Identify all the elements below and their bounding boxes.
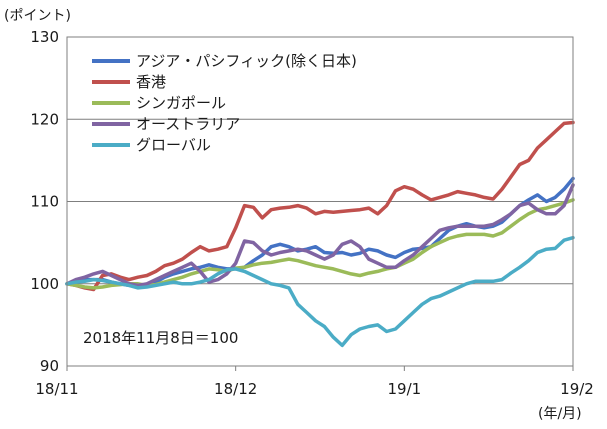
y-tick-label: 110 bbox=[30, 193, 59, 211]
x-tick-label: 18/12 bbox=[214, 380, 257, 398]
series-line-5 bbox=[65, 235, 575, 348]
x-tick-label: 19/2 bbox=[560, 380, 594, 398]
series-line-2 bbox=[65, 120, 575, 292]
legend-label-4: オーストラリア bbox=[136, 115, 240, 133]
legend-label-1: アジア・パシフィック(除く日本) bbox=[136, 52, 357, 70]
series-line-4 bbox=[65, 183, 575, 288]
x-tick-label: 19/1 bbox=[387, 380, 421, 398]
series-lines bbox=[65, 120, 575, 348]
y-tick-label: 100 bbox=[30, 275, 59, 293]
y-tick-label: 90 bbox=[40, 357, 59, 375]
axes: 90 100 110 120 130 18/11 18/12 19/1 19/2 bbox=[30, 28, 593, 398]
x-axis-unit: (年/月) bbox=[538, 406, 582, 422]
legend-label-3: シンガポール bbox=[136, 94, 226, 112]
y-tick-label: 120 bbox=[30, 110, 59, 128]
y-axis-unit: (ポイント) bbox=[4, 8, 71, 24]
y-tick-label: 130 bbox=[30, 28, 59, 46]
x-tick-label: 18/11 bbox=[35, 380, 78, 398]
legend-label-5: グローバル bbox=[136, 136, 211, 154]
plot-frame bbox=[66, 36, 574, 367]
base-date-note: 2018年11月8日＝100 bbox=[83, 329, 238, 347]
legend-label-2: 香港 bbox=[136, 73, 166, 91]
